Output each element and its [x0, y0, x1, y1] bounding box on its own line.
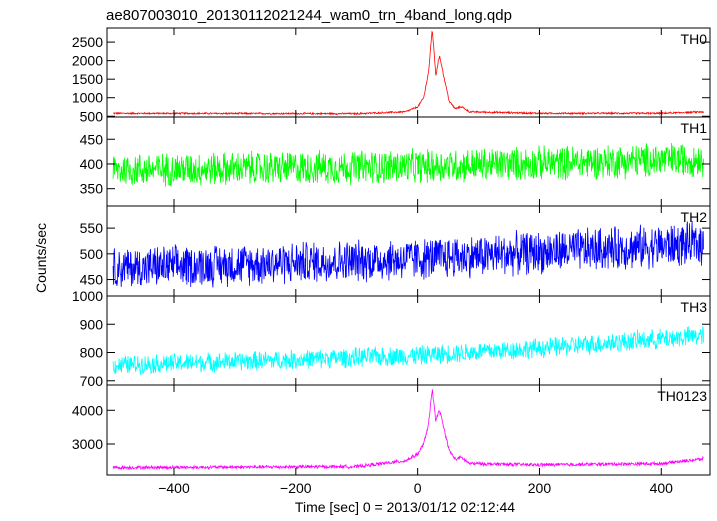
x-tick-label: −400 [158, 480, 190, 496]
panel-frame-th3 [106, 295, 711, 386]
y-axis-label: Counts/sec [33, 223, 49, 293]
panel-label-th2: TH2 [681, 209, 708, 225]
y-tick-label-th1: 350 [80, 181, 104, 197]
y-tick-label-th0: 1500 [72, 71, 103, 87]
x-tick-label: −200 [280, 480, 312, 496]
panel-label-th3: TH3 [681, 299, 708, 315]
y-tick-label-th2: 450 [80, 272, 104, 288]
panel-label-th0123: TH0123 [657, 388, 707, 404]
panel-label-th1: TH1 [681, 120, 708, 136]
y-tick-label-th0: 2000 [72, 53, 103, 69]
y-tick-label-th0: 500 [80, 108, 104, 124]
x-tick-label: 200 [528, 480, 552, 496]
y-tick-label-th0: 1000 [72, 90, 103, 106]
series-line-th0 [113, 30, 704, 116]
panel-frame-th0 [106, 27, 711, 118]
y-tick-label-th3: 700 [80, 373, 104, 389]
panel-frame-th0123 [106, 384, 711, 476]
y-tick-label-th2: 500 [80, 246, 104, 262]
x-tick-label: 0 [414, 480, 422, 496]
series-line-th2 [112, 220, 704, 288]
series-line-th3 [112, 326, 704, 376]
series-line-th1 [112, 142, 704, 188]
y-tick-label-th3: 1000 [72, 288, 103, 304]
y-tick-label-th3: 800 [80, 345, 104, 361]
x-tick-label: 400 [650, 480, 674, 496]
series-line-th0123 [112, 389, 704, 471]
y-tick-label-th0123: 4000 [72, 402, 103, 418]
y-tick-label-th3: 900 [80, 316, 104, 332]
y-tick-label-th1: 450 [80, 131, 104, 147]
y-tick-label-th0: 2500 [72, 34, 103, 50]
y-tick-label-th1: 400 [80, 156, 104, 172]
y-tick-label-th2: 550 [80, 220, 104, 236]
x-axis-label: Time [sec] 0 = 2013/01/12 02:12:44 [295, 499, 515, 515]
chart-title: ae807003010_20130112021244_wam0_trn_4ban… [106, 7, 512, 24]
panels-group: TH05001000150020002500TH1350400450TH2450… [72, 27, 711, 496]
y-tick-label-th0123: 3000 [72, 436, 103, 452]
panel-label-th0: TH0 [681, 31, 708, 47]
